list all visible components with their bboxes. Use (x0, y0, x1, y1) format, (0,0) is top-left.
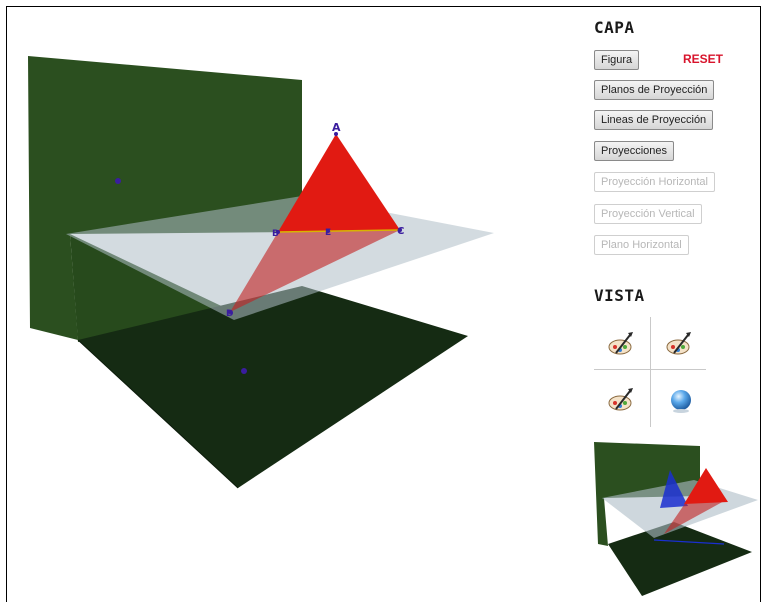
view-divider-horizontal (594, 369, 706, 370)
minimap-horizontal-plane (608, 522, 752, 596)
planos-proyeccion-button[interactable]: Planos de Proyección (594, 80, 715, 100)
horizontal-projection-plane (78, 286, 468, 488)
triangle-base (277, 229, 401, 233)
point-d[interactable] (228, 310, 232, 314)
point-horizontal-marker[interactable] (241, 368, 247, 374)
vertical-projection-plane (28, 56, 302, 340)
capa-heading: CAPA (594, 18, 635, 37)
vista-heading: VISTA (594, 286, 645, 305)
minimap-blue-line (653, 539, 725, 545)
minimap-3d-view[interactable] (594, 438, 762, 598)
triangle-abc (278, 134, 400, 232)
label-a: A (332, 121, 341, 134)
point-e[interactable] (326, 229, 330, 233)
proyeccion-vertical-button[interactable]: Proyección Vertical (594, 204, 702, 224)
figura-button[interactable]: Figura (594, 50, 640, 70)
label-d: D (226, 309, 233, 319)
ground-line (77, 339, 239, 489)
view-divider-vertical (650, 317, 651, 427)
minimap-red-triangle (684, 468, 728, 504)
view-bottom-left-icon[interactable] (606, 385, 636, 415)
proyecciones-button[interactable]: Proyecciones (594, 141, 675, 161)
view-top-right-icon[interactable] (664, 329, 694, 359)
reset-button[interactable]: RESET (683, 52, 724, 66)
triangle-projection (230, 230, 400, 312)
point-a[interactable] (334, 132, 338, 136)
view-selector (594, 317, 706, 427)
point-c[interactable] (398, 228, 402, 232)
minimap-blue-triangle (660, 470, 688, 508)
lineas-proyeccion-button[interactable]: Lineas de Proyección (594, 110, 714, 130)
view-3d-sphere-icon[interactable] (666, 385, 696, 415)
label-b: B (272, 229, 279, 239)
point-vertical-marker[interactable] (115, 178, 121, 184)
minimap-red-lower (664, 500, 726, 534)
view-top-left-icon[interactable] (606, 329, 636, 359)
plano-horizontal-button[interactable]: Plano Horizontal (594, 235, 689, 255)
proyeccion-horizontal-button[interactable]: Proyección Horizontal (594, 172, 715, 192)
3d-scene[interactable]: A B E C D (0, 0, 590, 606)
point-b[interactable] (276, 230, 280, 234)
label-c: C (397, 226, 404, 237)
label-e: E (325, 228, 331, 238)
